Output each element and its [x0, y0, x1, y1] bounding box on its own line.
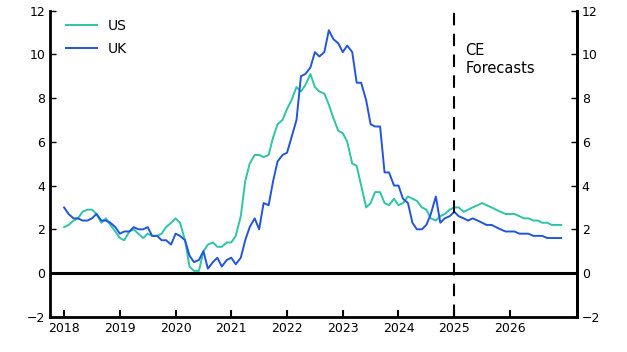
Line: UK: UK [64, 30, 561, 269]
US [465, 207, 472, 212]
US [307, 72, 314, 76]
Text: CE
Forecasts: CE Forecasts [465, 43, 535, 76]
UK [139, 227, 147, 231]
Line: US: US [64, 74, 561, 271]
UK [557, 236, 565, 240]
UK [112, 225, 119, 229]
UK [506, 230, 514, 234]
US [190, 269, 198, 273]
UK [497, 227, 504, 231]
UK [204, 266, 212, 271]
US [139, 236, 147, 240]
US [506, 212, 514, 216]
US [60, 225, 68, 229]
UK [297, 74, 305, 78]
US [497, 210, 504, 214]
UK [60, 205, 68, 209]
US [557, 223, 565, 227]
US [297, 89, 305, 94]
UK [465, 219, 472, 223]
Legend: US, UK: US, UK [61, 14, 132, 61]
UK [325, 28, 332, 32]
US [112, 230, 119, 234]
